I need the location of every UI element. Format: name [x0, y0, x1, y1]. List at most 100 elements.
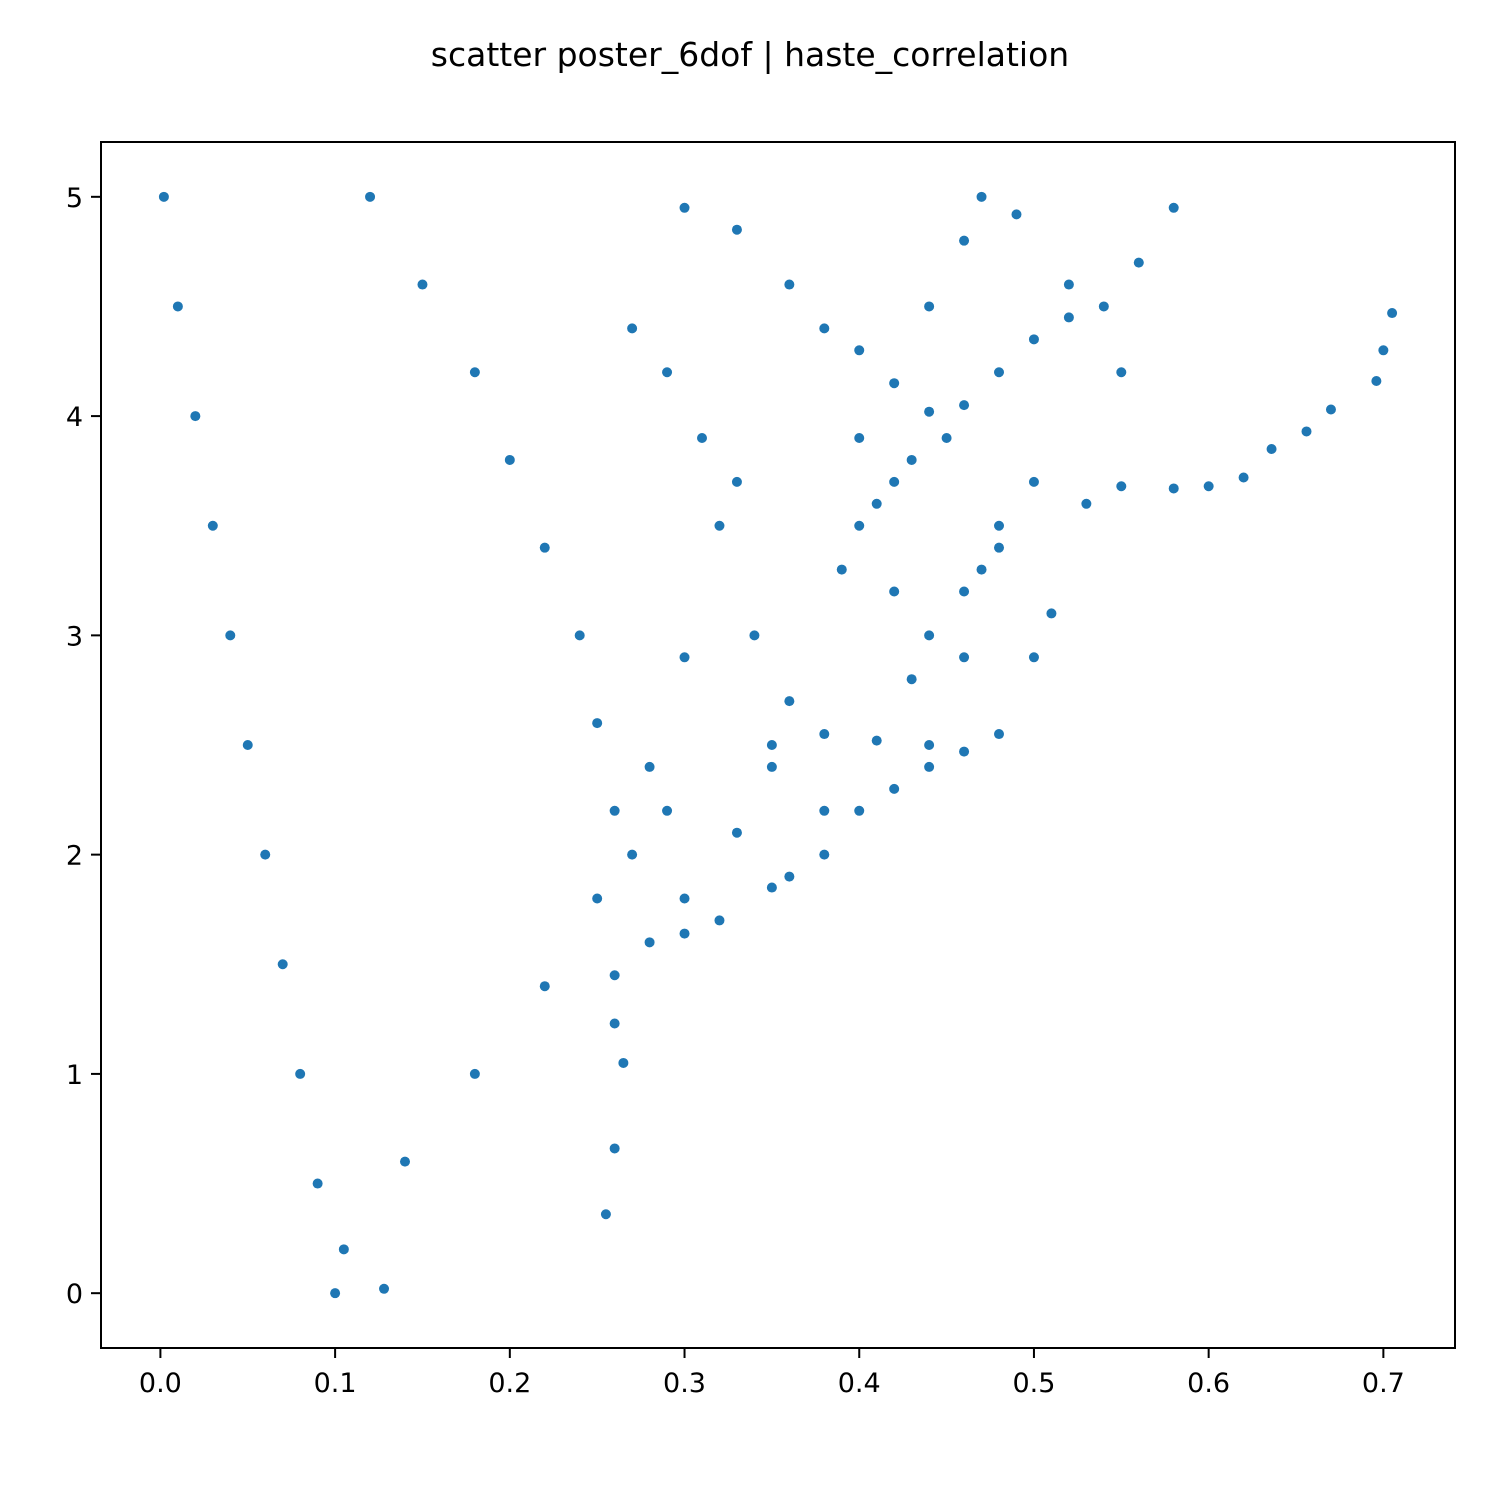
y-tick-label: 0: [66, 1279, 83, 1310]
scatter-point: [1011, 209, 1022, 220]
scatter-point: [618, 1057, 629, 1068]
scatter-point: [338, 1244, 349, 1255]
scatter-point: [1378, 345, 1389, 356]
scatter-point: [662, 805, 673, 816]
scatter-point: [1081, 498, 1092, 509]
scatter-point: [242, 740, 253, 750]
scatter-point: [924, 630, 935, 641]
scatter-point: [697, 433, 708, 444]
scatter-point: [959, 652, 970, 663]
scatter-point: [627, 323, 638, 334]
points-layer: [158, 191, 1398, 1299]
scatter-point: [959, 586, 970, 597]
scatter-point: [399, 1156, 410, 1167]
scatter-point: [1116, 481, 1127, 492]
scatter-point: [158, 191, 169, 202]
y-tick-label: 3: [66, 621, 83, 652]
scatter-point: [417, 279, 428, 290]
x-tick-label: 0.0: [139, 1368, 182, 1399]
scatter-point: [836, 564, 847, 575]
scatter-point: [1238, 472, 1249, 483]
scatter-point: [714, 915, 725, 926]
x-tick-label: 0.4: [838, 1368, 881, 1399]
x-tick-label: 0.5: [1012, 1368, 1055, 1399]
scatter-point: [994, 520, 1005, 531]
scatter-point: [644, 937, 655, 948]
y-tick-label: 2: [66, 841, 83, 872]
scatter-point: [766, 882, 777, 893]
scatter-point: [819, 323, 830, 334]
scatter-point: [749, 630, 760, 641]
scatter-point: [959, 235, 970, 246]
scatter-point: [207, 520, 218, 531]
scatter-point: [871, 498, 882, 509]
scatter-point: [731, 224, 742, 235]
scatter-point: [766, 761, 777, 772]
scatter-point: [924, 406, 935, 417]
scatter-point: [1325, 404, 1336, 415]
scatter-point: [662, 367, 673, 378]
scatter-point: [1028, 334, 1039, 345]
scatter-point: [994, 729, 1005, 740]
scatter-point: [854, 520, 865, 531]
scatter-point: [1168, 202, 1179, 213]
scatter-point: [731, 827, 742, 838]
scatter-point: [1046, 608, 1057, 619]
scatter-point: [679, 893, 690, 904]
scatter-point: [504, 454, 515, 465]
scatter-point: [906, 674, 917, 685]
scatter-point: [994, 367, 1005, 378]
scatter-point: [1116, 367, 1127, 378]
scatter-point: [600, 1209, 611, 1220]
scatter-point: [469, 1068, 480, 1079]
scatter-point: [819, 849, 830, 860]
plot-frame: [100, 141, 1456, 1349]
scatter-point: [1203, 481, 1214, 492]
scatter-point: [609, 1143, 620, 1154]
scatter-point: [295, 1068, 306, 1079]
scatter-point: [924, 301, 935, 312]
scatter-point: [330, 1288, 341, 1299]
scatter-point: [959, 400, 970, 411]
scatter-point: [959, 746, 970, 757]
scatter-point: [190, 411, 201, 422]
scatter-point: [679, 202, 690, 213]
y-tick-label: 5: [66, 183, 83, 214]
axes: 0.0 0.1 0.2 0.3 0.4 0.5 0.6 0.7 0 1 2 3 4 5: [66, 183, 1405, 1399]
scatter-point: [1063, 312, 1074, 323]
scatter-point: [609, 970, 620, 981]
scatter-point: [379, 1283, 390, 1294]
scatter-point: [1266, 443, 1277, 454]
scatter-point: [871, 735, 882, 746]
scatter-point: [644, 761, 655, 772]
x-tick-label: 0.1: [314, 1368, 357, 1399]
scatter-point: [819, 805, 830, 816]
scatter-point: [941, 433, 952, 444]
scatter-point: [539, 542, 550, 553]
scatter-point: [819, 729, 830, 740]
scatter-point: [766, 740, 777, 750]
scatter-point: [574, 630, 585, 641]
scatter-point: [1133, 257, 1144, 268]
scatter-point: [592, 718, 603, 729]
scatter-point: [1371, 376, 1382, 387]
y-tick-label: 4: [66, 402, 83, 433]
chart-title: scatter poster_6dof | haste_correlation: [431, 35, 1069, 74]
x-tick-label: 0.2: [488, 1368, 531, 1399]
scatter-point: [172, 301, 183, 312]
scatter-point: [1028, 476, 1039, 487]
scatter-point: [609, 1018, 620, 1029]
scatter-point: [889, 586, 900, 597]
scatter-point: [854, 805, 865, 816]
scatter-point: [924, 740, 935, 750]
scatter-point: [1168, 483, 1179, 494]
x-tick-label: 0.3: [663, 1368, 706, 1399]
scatter-point: [1028, 652, 1039, 663]
scatter-point: [679, 652, 690, 663]
scatter-point: [1301, 426, 1312, 437]
scatter-point: [889, 476, 900, 487]
scatter-point: [1063, 279, 1074, 290]
scatter-point: [889, 378, 900, 389]
scatter-point: [976, 191, 987, 202]
